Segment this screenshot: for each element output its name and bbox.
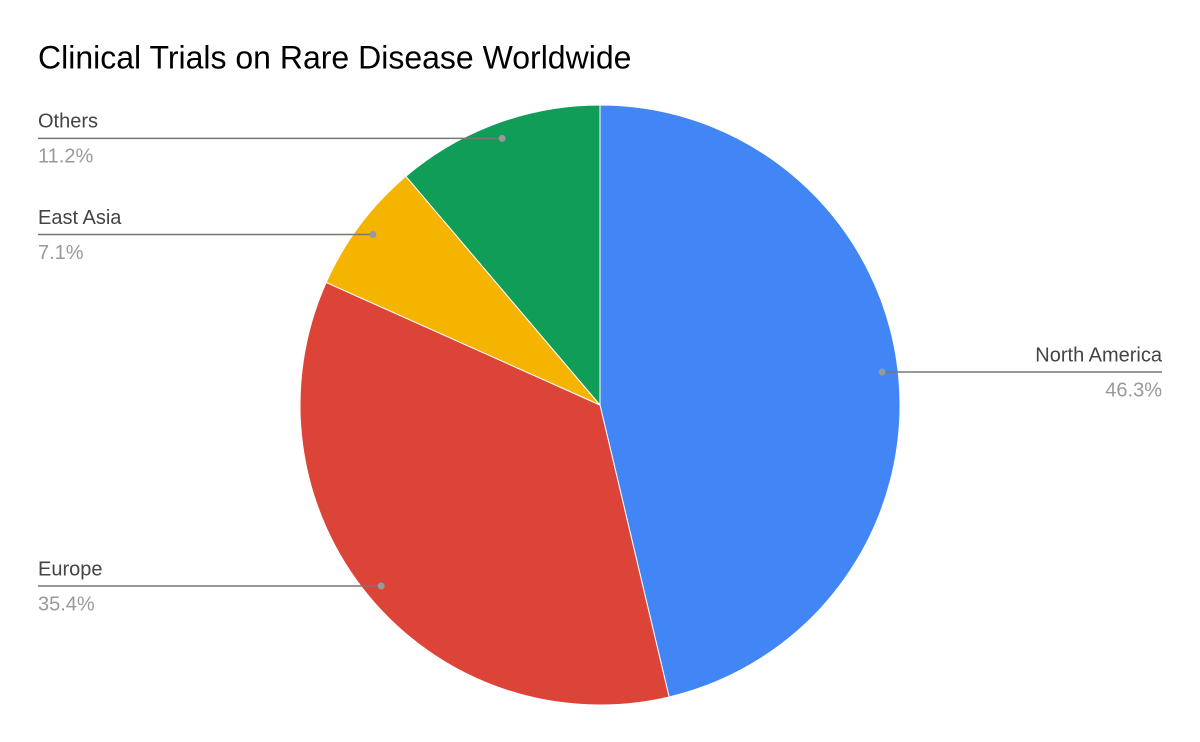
- leader-dot: [377, 582, 385, 590]
- chart-title: Clinical Trials on Rare Disease Worldwid…: [38, 39, 631, 75]
- leader-dot: [498, 134, 506, 142]
- leader-dot: [369, 230, 377, 238]
- pie-slice: [325, 175, 601, 406]
- pie-slice: [599, 104, 901, 698]
- slice-label: North America: [1035, 344, 1163, 366]
- pie-slice: [299, 281, 670, 706]
- slice-value-label: 35.4%: [38, 593, 95, 615]
- slice-label: East Asia: [38, 207, 122, 229]
- slice-value-label: 11.2%: [38, 146, 93, 168]
- slice-label: Others: [38, 111, 98, 133]
- slice-label: Europe: [38, 558, 103, 580]
- pie-slice: [405, 104, 601, 407]
- leader-dot: [878, 368, 886, 376]
- slice-value-label: 46.3%: [1105, 379, 1162, 401]
- slice-value-label: 7.1%: [38, 242, 84, 264]
